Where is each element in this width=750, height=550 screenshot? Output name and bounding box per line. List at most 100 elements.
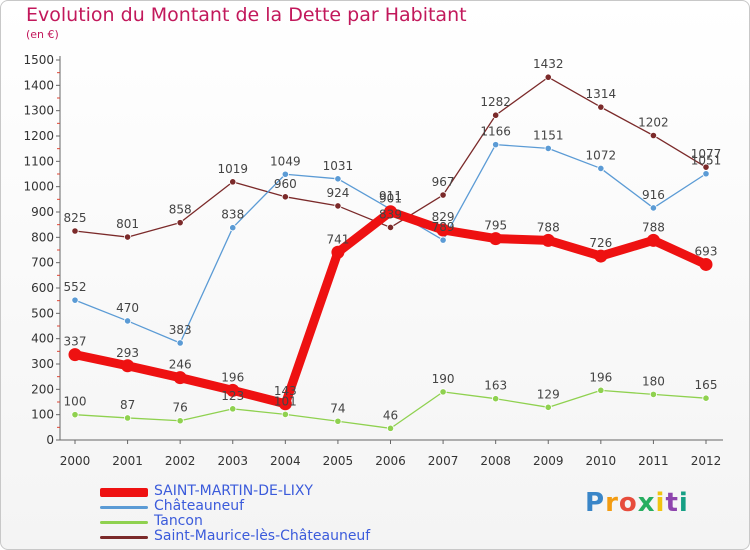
data-point bbox=[436, 223, 450, 237]
data-label: 165 bbox=[695, 378, 718, 392]
logo-letter: x bbox=[637, 488, 656, 518]
data-label: 911 bbox=[379, 189, 402, 203]
data-label: 100 bbox=[64, 395, 87, 409]
data-label: 1049 bbox=[270, 154, 301, 168]
x-tick-label: 2000 bbox=[60, 454, 91, 468]
data-label: 960 bbox=[274, 177, 297, 191]
y-tick-label: 1100 bbox=[23, 154, 54, 168]
data-point bbox=[597, 103, 605, 111]
data-label: 825 bbox=[64, 211, 87, 225]
data-point bbox=[176, 417, 184, 425]
data-label: 123 bbox=[221, 389, 244, 403]
data-label: 788 bbox=[642, 220, 665, 234]
y-tick-label: 1200 bbox=[23, 129, 54, 143]
data-point bbox=[121, 359, 135, 373]
y-tick-label: 400 bbox=[31, 332, 54, 346]
legend-label: Châteauneuf bbox=[154, 498, 245, 514]
data-point bbox=[229, 178, 237, 186]
x-tick-label: 2011 bbox=[638, 454, 669, 468]
data-point bbox=[492, 111, 500, 119]
data-point bbox=[492, 141, 500, 149]
data-point bbox=[597, 386, 605, 394]
legend-swatch bbox=[100, 487, 148, 497]
data-label: 916 bbox=[642, 188, 665, 202]
data-point bbox=[229, 224, 237, 232]
data-point bbox=[281, 170, 289, 178]
data-label: 337 bbox=[64, 335, 87, 349]
data-label: 829 bbox=[432, 210, 455, 224]
data-label: 470 bbox=[116, 301, 139, 315]
data-point bbox=[123, 317, 132, 325]
data-point bbox=[281, 193, 289, 201]
data-label: 788 bbox=[537, 220, 560, 234]
y-tick-label: 1400 bbox=[23, 78, 54, 92]
data-point bbox=[544, 144, 552, 153]
legend-label: SAINT-MARTIN-DE-LIXY bbox=[154, 483, 313, 499]
data-label: 101 bbox=[274, 394, 297, 408]
data-point bbox=[649, 390, 658, 398]
data-point bbox=[334, 417, 342, 425]
data-label: 1166 bbox=[480, 125, 511, 139]
data-label: 552 bbox=[64, 280, 87, 294]
data-label: 1051 bbox=[691, 154, 722, 168]
data-point bbox=[71, 296, 79, 304]
data-label: 180 bbox=[642, 374, 665, 388]
data-label: 129 bbox=[537, 387, 560, 401]
data-label: 1151 bbox=[533, 128, 564, 142]
data-label: 901 bbox=[379, 192, 402, 206]
data-point bbox=[492, 395, 500, 403]
data-point bbox=[176, 339, 184, 347]
data-label: 801 bbox=[116, 217, 139, 231]
data-point bbox=[439, 191, 447, 199]
data-label: 839 bbox=[379, 207, 402, 221]
data-point bbox=[331, 245, 345, 259]
data-point bbox=[176, 219, 184, 227]
logo-letter: r bbox=[605, 488, 619, 518]
y-tick-label: 200 bbox=[31, 382, 54, 396]
data-label: 795 bbox=[484, 219, 507, 233]
proxiti-logo[interactable]: Proxiti bbox=[585, 488, 689, 518]
chart-subtitle: (en €) bbox=[26, 28, 59, 41]
data-point bbox=[386, 223, 395, 232]
data-point bbox=[281, 410, 289, 419]
data-point bbox=[646, 233, 660, 247]
data-label: 74 bbox=[330, 401, 345, 415]
legend-swatch bbox=[100, 520, 148, 524]
data-point bbox=[544, 73, 552, 81]
data-label: 1432 bbox=[533, 57, 564, 71]
data-label: 1072 bbox=[586, 148, 617, 162]
data-label: 838 bbox=[221, 208, 244, 222]
data-point bbox=[386, 424, 395, 432]
data-label: 46 bbox=[383, 408, 398, 422]
legend-swatch bbox=[100, 535, 148, 539]
data-point bbox=[123, 414, 132, 422]
x-tick-label: 2004 bbox=[270, 454, 301, 468]
data-label: 789 bbox=[432, 220, 455, 234]
data-point bbox=[649, 131, 658, 140]
x-tick-label: 2010 bbox=[586, 454, 617, 468]
data-point bbox=[702, 394, 710, 402]
data-point bbox=[123, 233, 132, 241]
data-label: 1031 bbox=[323, 159, 354, 173]
data-label: 1077 bbox=[691, 147, 722, 161]
data-point bbox=[71, 227, 79, 235]
data-label: 383 bbox=[169, 323, 192, 337]
chart-title: Evolution du Montant de la Dette par Hab… bbox=[26, 4, 467, 26]
data-point bbox=[439, 388, 447, 396]
x-tick-label: 2001 bbox=[112, 454, 143, 468]
data-label: 87 bbox=[120, 398, 135, 412]
y-tick-label: 1000 bbox=[23, 180, 54, 194]
data-label: 246 bbox=[169, 358, 192, 372]
data-point bbox=[226, 383, 240, 397]
y-tick-label: 800 bbox=[31, 230, 54, 244]
data-point bbox=[173, 371, 187, 385]
data-point bbox=[699, 257, 713, 271]
x-tick-label: 2009 bbox=[533, 454, 564, 468]
y-tick-label: 300 bbox=[31, 357, 54, 371]
data-point bbox=[334, 175, 342, 183]
logo-letter: i bbox=[678, 488, 689, 518]
y-tick-label: 700 bbox=[31, 256, 54, 270]
y-tick-label: 1300 bbox=[23, 104, 54, 118]
